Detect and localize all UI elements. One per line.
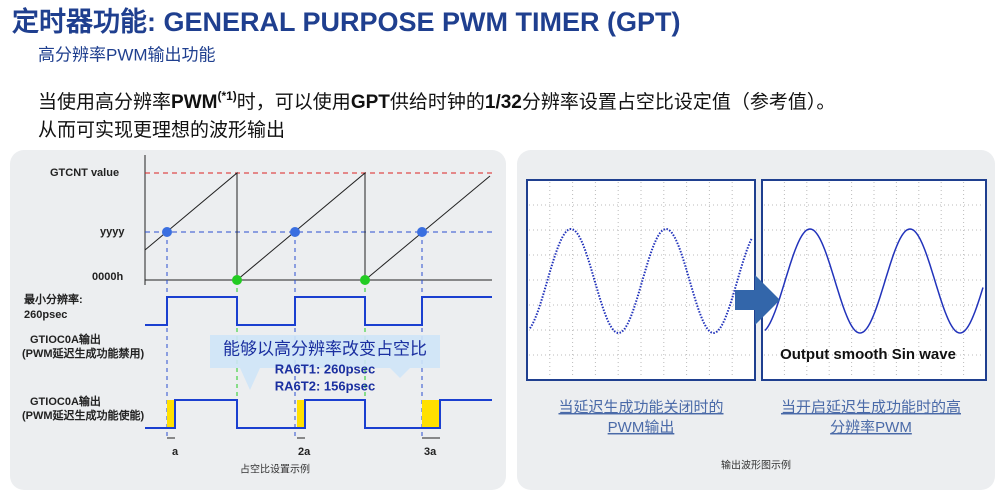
body-line: 当使用高分辨率PWM(*1)时，可以使用GPT供给时钟的1/32分辨率设置占空比… <box>38 89 835 113</box>
label: yyyy <box>100 226 125 238</box>
text: 时，可以使用 <box>237 91 351 113</box>
text: 供给时钟的 <box>390 91 485 113</box>
step-label: a <box>172 446 179 458</box>
label: 0000h <box>92 271 123 283</box>
caption: 占空比设置示例 <box>240 463 310 476</box>
label: GTCNT value <box>50 167 119 179</box>
link: 当延迟生成功能关闭时的 <box>558 399 723 416</box>
overlay-text: Output smooth Sin wave <box>780 346 956 363</box>
label: GTIOC0A输出 <box>30 394 101 408</box>
dot <box>232 275 242 285</box>
label: (PWM延迟生成功能禁用) <box>22 346 145 360</box>
step-label: 3a <box>424 446 437 458</box>
link: PWM输出 <box>608 419 675 436</box>
callout-title: 能够以高分辨率改变占空比 <box>223 339 427 358</box>
body-line: 从而可实现更理想的波形输出 <box>38 119 285 141</box>
dot <box>290 227 300 237</box>
highlight <box>422 400 440 428</box>
step-label: 2a <box>298 446 311 458</box>
label: 最小分辨率: <box>24 292 83 306</box>
callout-line: RA6T2: 156psec <box>275 378 375 393</box>
sine-smooth <box>764 228 984 334</box>
dot <box>360 275 370 285</box>
title: 定时器功能: GENERAL PURPOSE PWM TIMER (GPT) <box>12 6 681 37</box>
label: 260psec <box>24 309 67 321</box>
text: 当使用高分辨率 <box>38 91 171 113</box>
dot <box>162 227 172 237</box>
link: 分辨率PWM <box>830 419 912 436</box>
caption: 输出波形图示例 <box>721 459 791 472</box>
waveform <box>145 399 492 429</box>
callout <box>210 335 440 390</box>
text: 分辨率设置占空比设定值（参考值）。 <box>522 91 836 113</box>
text: PWM <box>171 92 217 113</box>
panel <box>10 150 506 490</box>
text: GPT <box>351 92 390 113</box>
arrow <box>735 275 780 325</box>
waveform <box>145 296 492 326</box>
scope-grid <box>529 182 984 378</box>
label: (PWM延迟生成功能使能) <box>22 408 145 422</box>
callout-line: RA6T1: 260psec <box>275 361 375 376</box>
highlight <box>167 400 175 428</box>
dot <box>417 227 427 237</box>
link: 当开启延迟生成功能时的高 <box>781 399 961 416</box>
highlight <box>297 400 305 428</box>
label: GTIOC0A输出 <box>30 332 101 346</box>
sawtooth <box>144 171 491 282</box>
text: 1/32 <box>485 92 522 113</box>
subtitle: 高分辨率PWM输出功能 <box>38 45 216 64</box>
text: (*1) <box>217 89 236 103</box>
